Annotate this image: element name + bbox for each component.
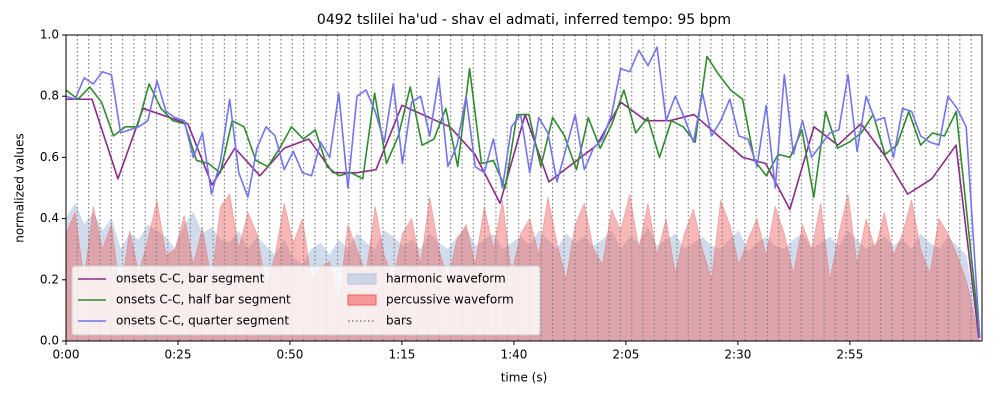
y-tick-label: 0.0 [40,334,59,348]
axes: 0.0 0.2 0.4 0.6 0.8 1.0 0:00 0:25 0:50 1:15 1:40 2:… [40,28,983,362]
legend-label: onsets C-C, bar segment [116,272,265,286]
x-axis-label: time (s) [501,371,548,385]
x-tick-label: 1:40 [500,348,527,362]
x-tick-label: 0:25 [165,348,192,362]
legend-label: bars [386,314,412,328]
x-tick-label: 2:05 [612,348,639,362]
y-tick-label: 0.8 [40,89,59,103]
legend-handle [347,294,377,306]
chart-title: 0492 tslilei ha'ud - shav el admati, inf… [317,12,731,28]
y-tick-label: 0.6 [40,150,59,164]
legend-label: harmonic waveform [386,272,506,286]
legend: onsets C-C, bar segment onsets C-C, half … [71,265,541,336]
x-tick-label: 0:50 [276,348,303,362]
x-tick-label: 0:00 [53,348,80,362]
y-tick-label: 1.0 [40,28,59,42]
y-tick-label: 0.2 [40,272,59,286]
series-line [66,46,981,338]
legend-handle [347,273,377,285]
axes-frame [65,34,983,342]
legend-label: onsets C-C, quarter segment [116,314,289,328]
legend-box [71,265,541,336]
legend-label: percussive waveform [386,293,514,307]
x-tick-label: 2:55 [836,348,863,362]
x-tick-label: 1:15 [388,348,415,362]
series-line [66,55,981,339]
y-tick-label: 0.4 [40,211,59,225]
x-tick-label: 2:30 [724,348,751,362]
legend-label: onsets C-C, half bar segment [116,293,291,307]
y-axis-label: normalized values [13,133,27,243]
